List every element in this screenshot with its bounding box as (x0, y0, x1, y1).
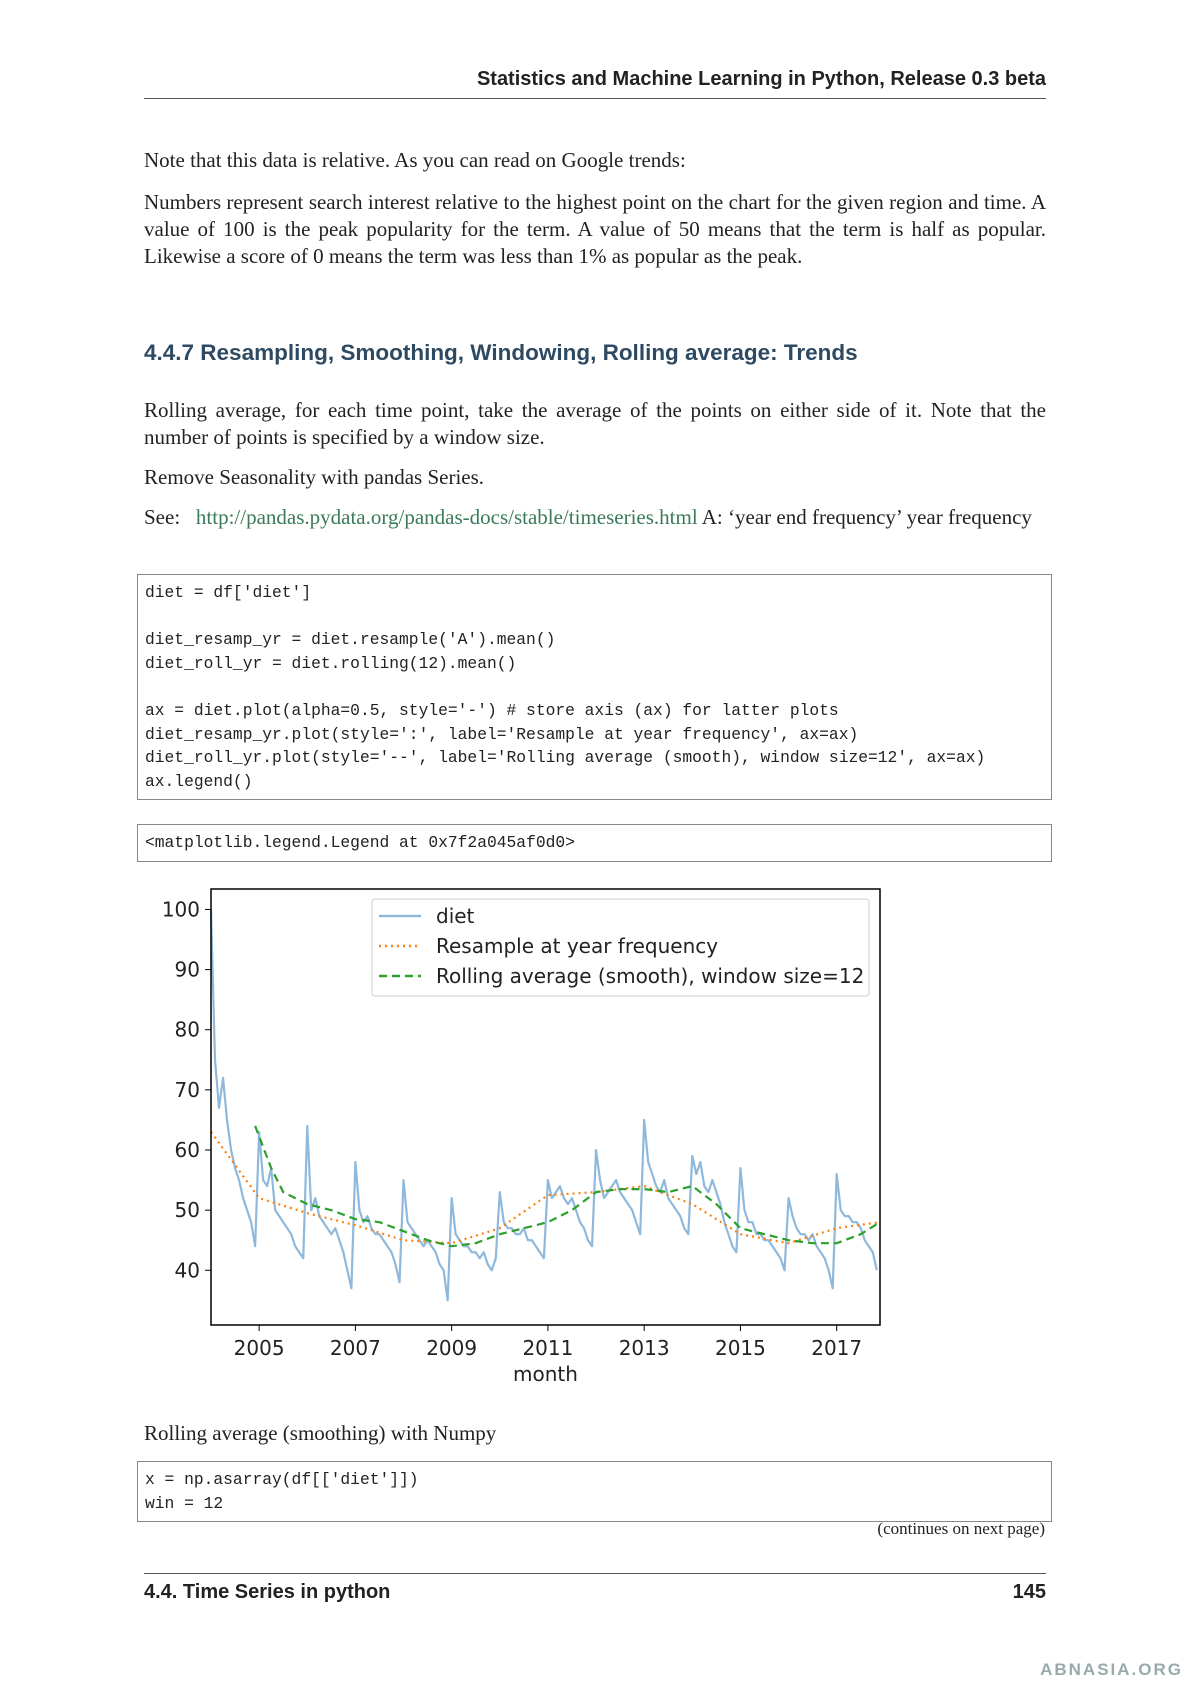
code-line: x = np.asarray(df[['diet']]) (145, 1470, 419, 1489)
code-line: diet_roll_yr = diet.rolling(12).mean() (145, 653, 517, 673)
footer-section: 4.4. Time Series in python (144, 1581, 391, 1603)
block-quote: Numbers represent search interest relati… (144, 190, 1046, 268)
running-header: Statistics and Machine Learning in Pytho… (476, 68, 1046, 90)
paragraph: Remove Seasonality with pandas Series. (144, 465, 485, 489)
paragraph: Rolling average, for each time point, ta… (144, 398, 1046, 449)
continues-note: (continues on next page) (877, 1519, 1045, 1538)
y-tick-label: 50 (175, 1198, 200, 1222)
x-tick-label: 2009 (426, 1336, 477, 1360)
series-line (254, 1125, 881, 1248)
legend-box (371, 898, 870, 997)
page-number: 145 (1012, 1581, 1046, 1603)
x-tick-label: 2017 (811, 1336, 862, 1360)
blank-line (145, 675, 1044, 699)
code-line: diet = df['diet'] (145, 583, 312, 602)
code-line: win = 12 (145, 1493, 224, 1513)
text: See: (144, 505, 181, 529)
x-tick-label: 2011 (522, 1336, 573, 1360)
code-line: diet_roll_yr.plot(style='--', label='Rol… (145, 748, 986, 768)
y-tick-label: 60 (175, 1138, 200, 1162)
axes-frame (210, 888, 881, 1326)
section-heading: 4.4.7 Resampling, Smoothing, Windowing, … (144, 340, 858, 365)
legend-label: Resample at year frequency (436, 934, 718, 958)
text: A: ‘year end frequency’ year frequency (701, 505, 1032, 529)
y-tick-label: 40 (175, 1258, 200, 1282)
caption: Rolling average (smoothing) with Numpy (144, 1421, 497, 1445)
link[interactable]: http://pandas.pydata.org/pandas-docs/sta… (195, 505, 698, 529)
paragraph: See: http://pandas.pydata.org/pandas-doc… (144, 504, 1046, 531)
code-line: diet_resamp_yr = diet.resample('A').mean… (145, 630, 556, 650)
blank-line (145, 605, 1044, 629)
x-tick-label: 2007 (330, 1336, 381, 1360)
legend-label: Rolling average (smooth), window size=12 (436, 964, 864, 988)
y-tick-label: 80 (175, 1018, 200, 1042)
header-rule (144, 98, 1046, 99)
code-block: diet = df['diet'] diet_resamp_yr = diet.r… (137, 574, 1052, 801)
code-line: ax = diet.plot(alpha=0.5, style='-') # s… (145, 700, 839, 720)
footer-rule (144, 1573, 1046, 1574)
x-tick-label: 2005 (234, 1336, 285, 1360)
y-tick-label: 90 (175, 958, 200, 982)
y-tick-label: 100 (162, 897, 200, 921)
legend-label: diet (436, 904, 475, 928)
y-tick-label: 70 (175, 1078, 200, 1102)
output-block: <matplotlib.legend.Legend at 0x7f2a045af… (137, 824, 1052, 862)
watermark: ABNASIA.ORG (1040, 1660, 1183, 1679)
code-line: diet_resamp_yr.plot(style=':', label='Re… (145, 724, 859, 744)
x-axis-label: month (513, 1362, 578, 1386)
chart: 40 50 60 70 80 90 100 2005 2007 2009 2011 2013 2015 2… (162, 888, 881, 1386)
paragraph: Note that this data is relative. As you … (144, 148, 686, 172)
code-block: x = np.asarray(df[['diet']]) win = 12 (137, 1461, 1052, 1523)
x-tick-label: 2015 (715, 1336, 766, 1360)
series-line (209, 909, 878, 1302)
x-tick-label: 2013 (619, 1336, 670, 1360)
code-line: ax.legend() (145, 771, 253, 791)
